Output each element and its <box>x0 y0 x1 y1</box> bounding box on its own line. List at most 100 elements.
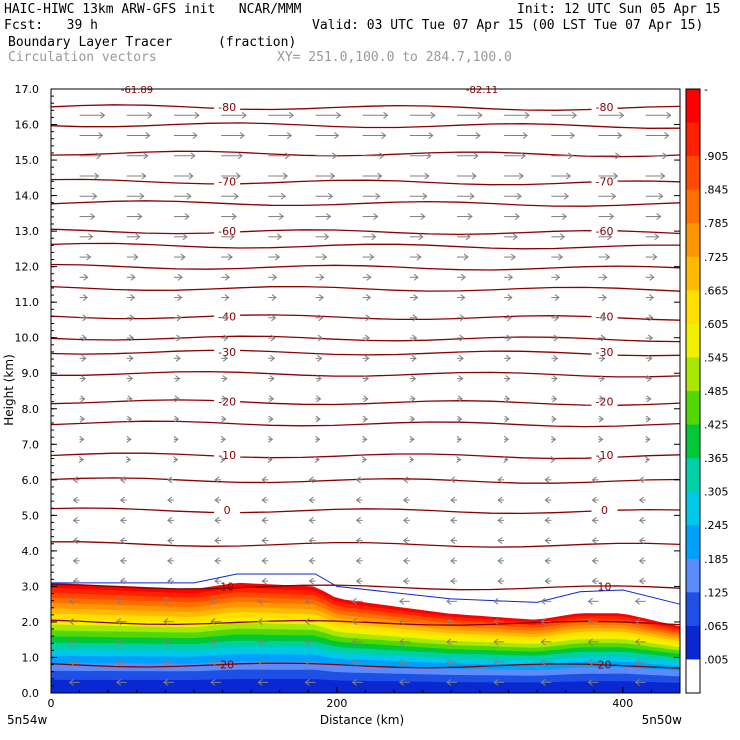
x-tick-label: 200 <box>326 697 347 710</box>
vector-arrowhead <box>634 597 640 605</box>
colorbar-label: .185 <box>704 553 729 566</box>
vector-arrowhead <box>261 476 267 484</box>
vector-arrowhead <box>163 638 169 646</box>
y-tick-label: 6.0 <box>22 474 40 487</box>
vector-arrowhead <box>540 678 546 686</box>
vector-arrowhead <box>465 233 471 241</box>
vector-arrowhead <box>229 233 235 241</box>
temperature-contour-line <box>50 452 681 460</box>
x-end-label-left: 5n54w <box>7 713 48 727</box>
vector-arrowhead <box>471 172 477 180</box>
vector-arrowhead <box>619 111 625 119</box>
colorbar-swatch <box>686 122 700 157</box>
vector-arrowhead <box>656 213 662 220</box>
vector-arrowhead <box>98 132 104 139</box>
vector-arrowhead <box>375 192 381 200</box>
vector-arrowhead <box>638 537 644 544</box>
vector-arrowhead <box>167 516 173 524</box>
vector-arrowhead <box>130 294 136 301</box>
vector-arrowhead <box>552 395 558 403</box>
contour-label: -70 <box>596 175 614 188</box>
vector-arrowhead <box>284 152 291 160</box>
vector-arrowhead <box>660 172 666 180</box>
x-tick-label: 0 <box>48 697 55 710</box>
vector-arrowhead <box>239 132 245 139</box>
vector-arrowhead <box>173 435 179 443</box>
vector-arrowhead <box>377 172 383 180</box>
vector-arrowhead <box>565 172 572 180</box>
vector-arrowhead <box>128 375 134 382</box>
vector-arrowhead <box>430 111 436 119</box>
colorbar-label: .125 <box>704 586 729 599</box>
temperature-contour-line <box>50 507 681 515</box>
vector-arrowhead <box>412 314 418 322</box>
vector-arrowhead <box>450 577 456 585</box>
y-tick-label: 15.0 <box>15 154 40 167</box>
vector-arrowhead <box>666 111 672 119</box>
x-axis-label: Distance (km) <box>320 713 404 727</box>
vector-arrowhead <box>210 618 216 625</box>
vector-arrowhead <box>428 132 434 139</box>
vector-arrowhead <box>210 658 216 666</box>
vector-arrowhead <box>503 456 509 463</box>
vector-arrowhead <box>80 395 86 403</box>
colorbar-swatch <box>686 156 700 191</box>
vector-arrowhead <box>304 638 310 646</box>
y-axis-label: Height (km) <box>2 354 16 425</box>
vector-arrowhead <box>83 273 89 281</box>
vector-arrowhead <box>68 658 74 666</box>
vector-arrowhead <box>231 213 237 220</box>
vector-arrowhead <box>362 415 369 423</box>
vector-arrowhead <box>316 375 322 382</box>
vector-arrowhead <box>544 476 550 484</box>
contour-label-bg <box>214 448 241 461</box>
contour-label: 20 <box>598 659 612 672</box>
vector-arrowhead <box>524 111 530 119</box>
vector-arrowhead <box>115 678 122 686</box>
vector-arrowhead <box>649 294 655 301</box>
temperature-contour-line <box>50 228 681 236</box>
contour-label: 0 <box>224 504 231 517</box>
vector-arrowhead <box>366 273 372 281</box>
vector-arrowhead <box>646 375 653 382</box>
vector-arrowhead <box>214 557 220 565</box>
vector-arrowhead <box>68 638 74 646</box>
vector-arrowhead <box>163 618 169 625</box>
vector-arrowhead <box>315 415 321 423</box>
vector-arrowhead <box>92 192 98 200</box>
vector-arrowhead <box>416 253 422 261</box>
vector-arrowhead <box>457 395 463 403</box>
vector-arrowhead <box>271 294 277 301</box>
contour-label-bg <box>591 448 618 461</box>
vector-arrowhead <box>314 456 320 463</box>
x-end-label-right: 5n50w <box>642 713 683 727</box>
y-tick-label: 3.0 <box>22 580 40 593</box>
contour-label-bg <box>591 225 618 238</box>
vector-arrowhead <box>115 618 122 625</box>
vector-arrowhead <box>418 233 424 241</box>
vector-arrowhead <box>127 395 133 403</box>
contour-label-bg <box>591 504 618 517</box>
temperature-contour-line <box>50 122 681 129</box>
vector-arrowhead <box>257 658 263 666</box>
vector-arrowhead <box>662 152 668 160</box>
vector-arrowhead <box>658 192 664 200</box>
contour-label: -20 <box>596 396 614 409</box>
vector-arrowhead <box>214 537 220 544</box>
vector-arrowhead <box>257 678 263 686</box>
vector-arrowhead <box>557 253 564 261</box>
vector-arrowhead <box>135 233 141 241</box>
y-tick-label: 9.0 <box>22 367 40 380</box>
vector-arrowhead <box>563 192 570 200</box>
vector-arrowhead <box>119 577 126 585</box>
temperature-contour-line <box>50 477 681 484</box>
vector-arrowhead <box>446 618 452 625</box>
vector-arrowhead <box>587 638 593 646</box>
colorbar-label: .305 <box>704 486 729 499</box>
vector-arrowhead <box>551 435 557 443</box>
vector-arrowhead <box>174 395 180 403</box>
vector-arrowhead <box>126 435 132 443</box>
vector-arrowhead <box>278 213 285 220</box>
vector-arrowhead <box>611 192 617 200</box>
vector-arrowhead <box>460 273 466 281</box>
